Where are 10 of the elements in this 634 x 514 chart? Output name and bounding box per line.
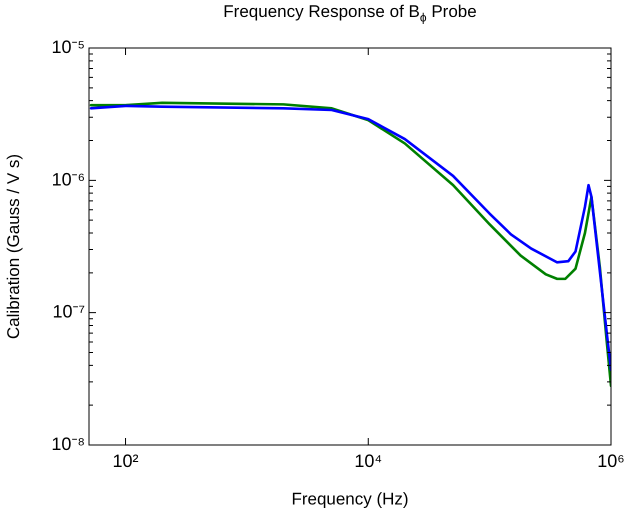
y-tick-label: 10⁻⁸ bbox=[51, 434, 85, 454]
chart-title: Frequency Response of B$_{ϕ}$ Probe bbox=[222, 2, 478, 24]
x-tick-label: 10⁶ bbox=[597, 450, 625, 471]
y-tick-label: 10⁻⁶ bbox=[52, 169, 85, 190]
y-tick-label: 10⁻⁵ bbox=[52, 36, 85, 57]
x-axis-title: Frequency (Hz) bbox=[291, 489, 409, 508]
x-tick-label: 10² bbox=[112, 450, 139, 471]
x-tick-label: 10⁴ bbox=[354, 450, 382, 471]
y-axis-title: Calibration (Gauss / V s) bbox=[4, 154, 23, 340]
y-tick-label: 10⁻⁷ bbox=[52, 302, 85, 322]
